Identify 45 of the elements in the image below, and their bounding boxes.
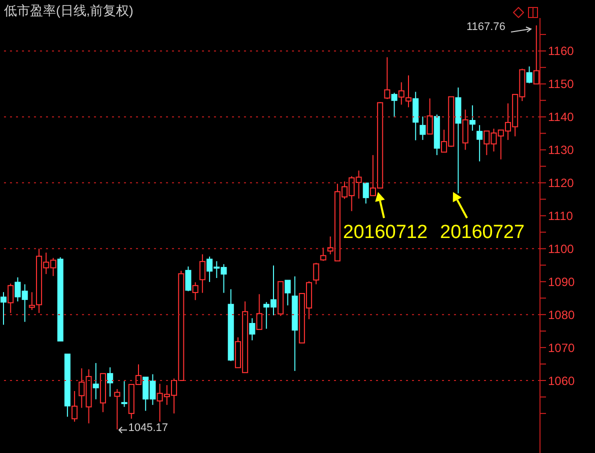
candlestick bbox=[398, 82, 404, 106]
candlestick bbox=[121, 380, 128, 408]
candlestick bbox=[249, 318, 256, 341]
y-tick-label: 1100 bbox=[548, 242, 574, 256]
candlestick bbox=[0, 292, 7, 326]
candlestick bbox=[28, 292, 35, 310]
y-tick-label: 1060 bbox=[548, 374, 576, 388]
candlestick bbox=[384, 56, 390, 100]
candlestick bbox=[469, 104, 476, 132]
candlestick bbox=[420, 116, 426, 140]
y-tick-label: 1080 bbox=[548, 308, 576, 322]
candlestick bbox=[405, 74, 412, 108]
candlestick bbox=[412, 91, 419, 141]
candlestick bbox=[192, 282, 198, 301]
y-tick-label: 1140 bbox=[548, 110, 574, 124]
candlestick bbox=[533, 24, 540, 84]
y-tick-label: 1160 bbox=[548, 44, 574, 58]
candlestick bbox=[313, 262, 320, 285]
y-tick-label: 1150 bbox=[548, 77, 574, 92]
y-tick-label: 1070 bbox=[548, 340, 576, 355]
candlestick bbox=[320, 247, 326, 262]
candlestick bbox=[284, 280, 291, 306]
y-tick-label: 1090 bbox=[548, 274, 576, 289]
candlestick bbox=[185, 266, 192, 292]
candlestick bbox=[114, 388, 120, 430]
candlestick bbox=[462, 109, 468, 150]
annotation: 20160727 bbox=[440, 222, 525, 244]
y-tick-label: 1130 bbox=[548, 143, 574, 158]
chart-title: 低市盈率(日线,前复权) bbox=[4, 2, 134, 20]
annotation: 20160712 bbox=[343, 222, 428, 244]
candlestick bbox=[426, 98, 433, 134]
candlestick bbox=[72, 390, 78, 422]
candlestick bbox=[526, 66, 532, 84]
candlestick bbox=[8, 283, 14, 314]
candlestick bbox=[391, 92, 398, 118]
candlestick bbox=[107, 366, 114, 398]
annotation: 1167.76 bbox=[466, 21, 506, 34]
candlestick bbox=[199, 254, 206, 294]
candlestick bbox=[362, 182, 369, 204]
candlestick bbox=[92, 362, 99, 400]
candlestick bbox=[476, 124, 483, 162]
candlestick bbox=[256, 294, 262, 330]
y-tick-label: 1120 bbox=[548, 176, 574, 190]
y-tick-label: 1110 bbox=[548, 208, 574, 223]
annotation: 1045.17 bbox=[128, 422, 168, 434]
